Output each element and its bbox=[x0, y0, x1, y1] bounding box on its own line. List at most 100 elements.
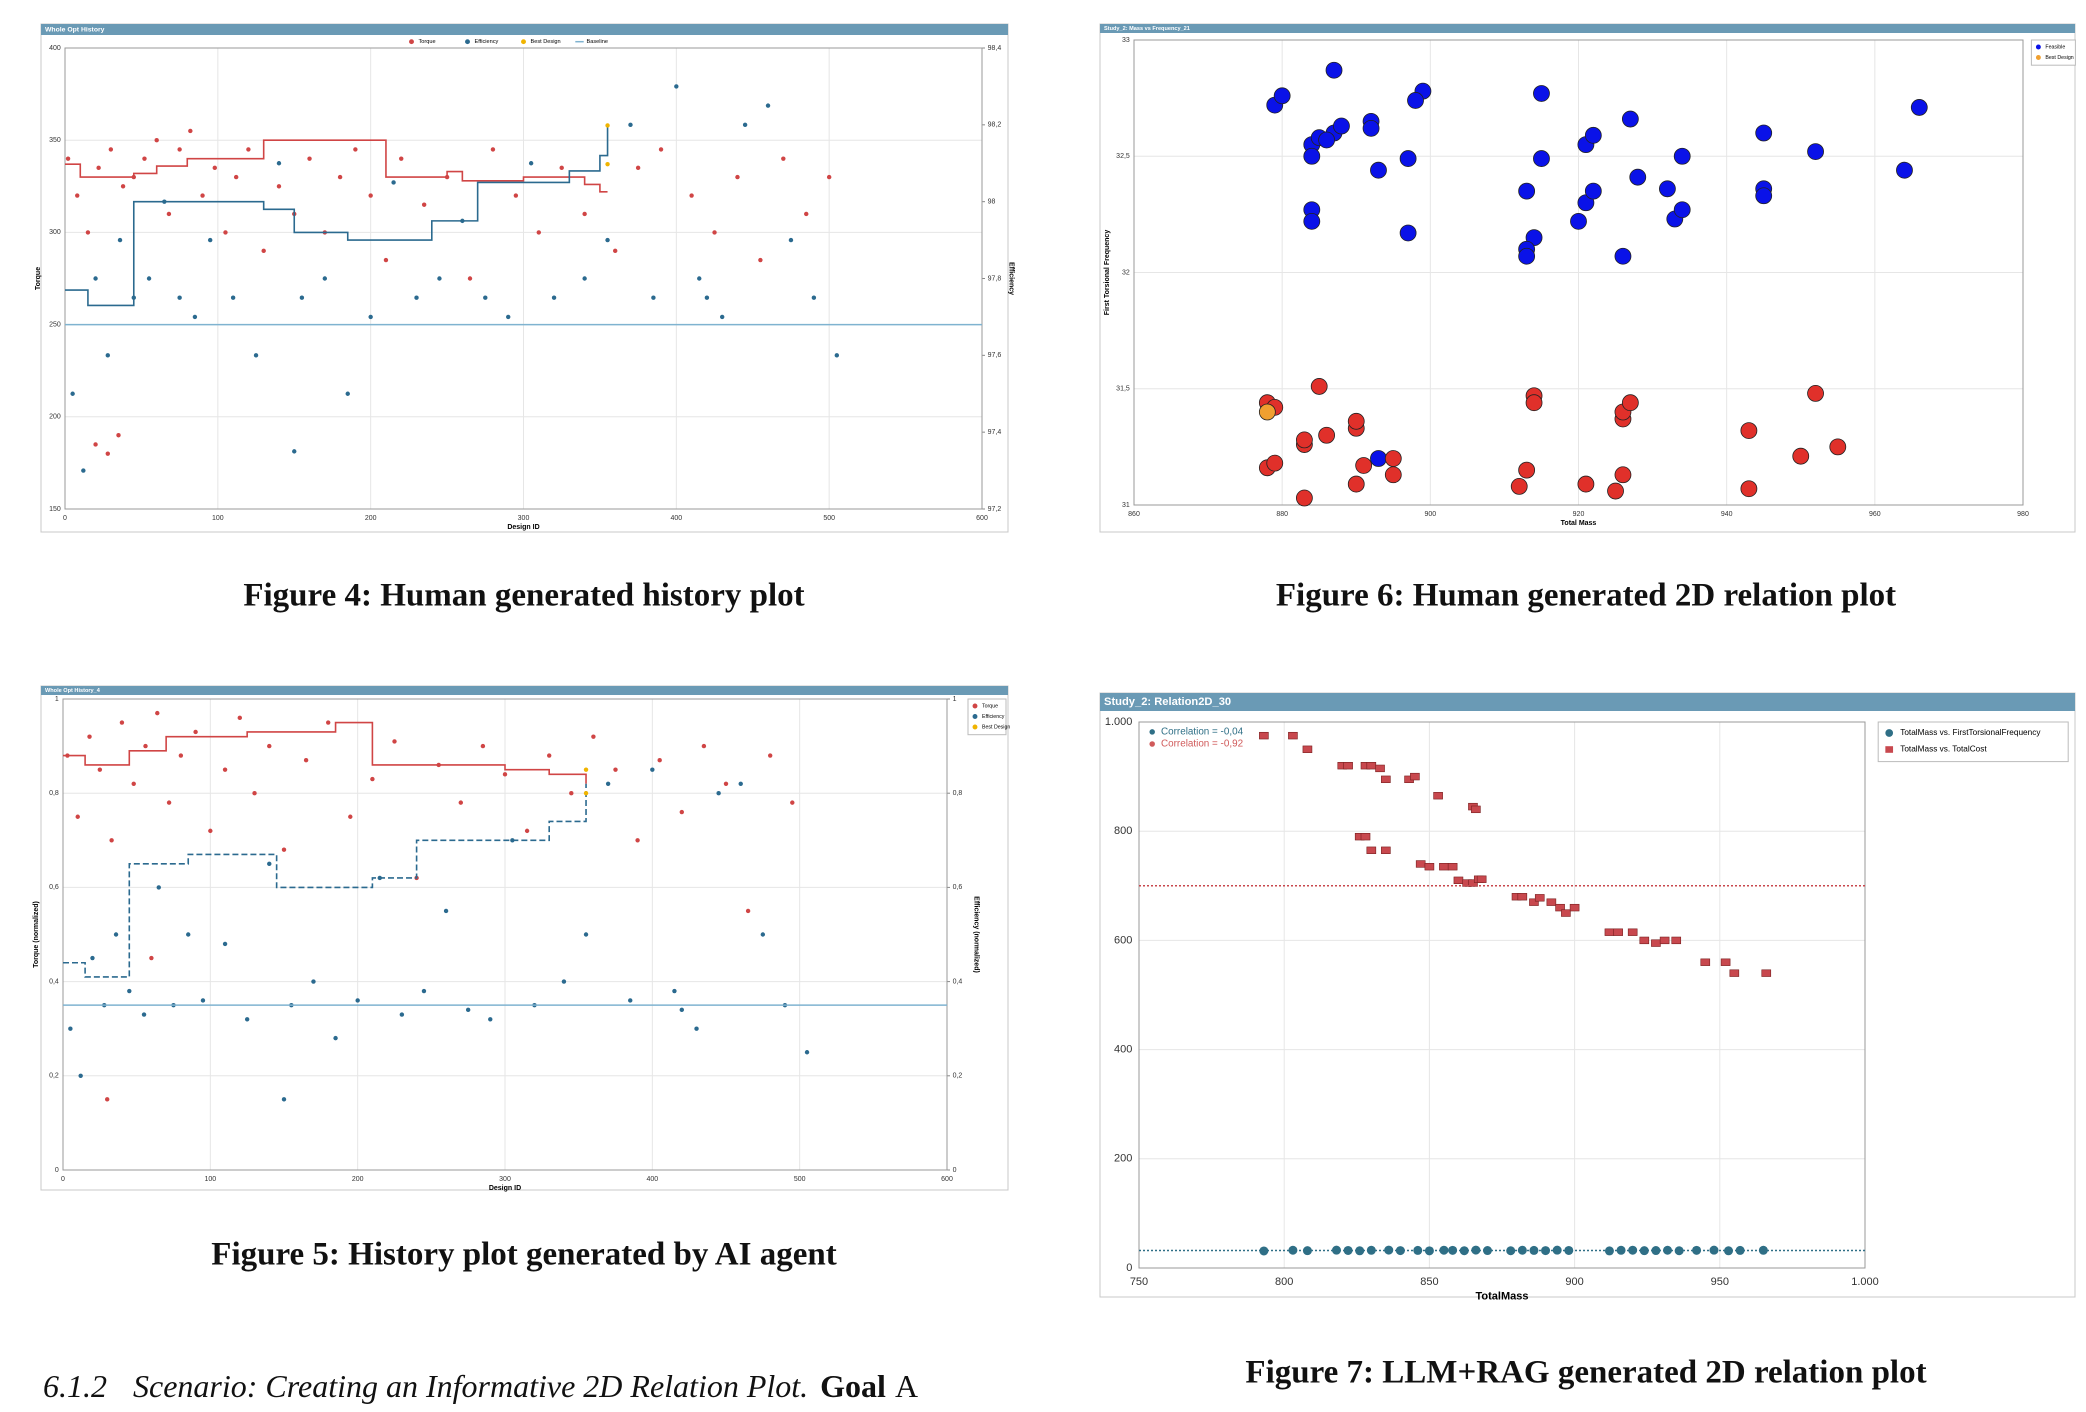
body-text: A bbox=[895, 1368, 918, 1404]
y-axis-label: Torque (normalized) bbox=[33, 901, 40, 968]
data-point bbox=[524, 828, 530, 834]
data-point bbox=[1384, 450, 1402, 467]
data-point bbox=[1366, 846, 1377, 854]
data-point bbox=[679, 1007, 684, 1013]
panel bbox=[1099, 692, 2076, 1298]
data-point bbox=[458, 800, 463, 805]
figure-caption: Figure 7: LLM+RAG generated 2D relation … bbox=[1245, 1355, 1926, 1391]
data-point bbox=[149, 955, 154, 961]
legend-label: TotalMass vs. FirstTorsionalFrequency bbox=[1900, 728, 2041, 737]
plot-frame bbox=[64, 47, 983, 510]
data-point bbox=[1552, 1245, 1562, 1255]
data-point bbox=[276, 161, 282, 166]
data-point bbox=[166, 800, 172, 805]
y2-tick-label: 0,2 bbox=[953, 1073, 963, 1080]
data-point bbox=[826, 174, 832, 180]
x-tick-label: 950 bbox=[1711, 1276, 1729, 1288]
data-point bbox=[591, 734, 596, 739]
data-point bbox=[1627, 928, 1638, 936]
data-point bbox=[658, 147, 664, 152]
data-point bbox=[1433, 792, 1443, 800]
data-point bbox=[738, 781, 743, 786]
data-point bbox=[1541, 1246, 1551, 1256]
data-point bbox=[1525, 394, 1543, 412]
data-point bbox=[651, 295, 656, 300]
data-point bbox=[1288, 731, 1298, 740]
legend-box bbox=[1877, 721, 2069, 763]
data-point bbox=[689, 193, 694, 198]
best-step-line bbox=[65, 124, 609, 307]
data-point bbox=[1295, 431, 1313, 449]
x-tick-label: 900 bbox=[1565, 1276, 1583, 1288]
data-point bbox=[679, 809, 684, 815]
data-point bbox=[561, 979, 567, 984]
x-tick-label: 200 bbox=[365, 515, 377, 522]
data-point bbox=[1453, 876, 1464, 885]
data-point bbox=[299, 295, 305, 300]
data-point bbox=[528, 161, 534, 166]
data-point bbox=[650, 767, 655, 772]
y2-tick-label: 97,4 bbox=[988, 429, 1002, 436]
legend-label: Best Design bbox=[531, 39, 561, 45]
data-point bbox=[1651, 939, 1661, 947]
data-point bbox=[1614, 247, 1632, 265]
data-point bbox=[1616, 1245, 1626, 1255]
y-axis-label: Torque bbox=[35, 267, 42, 290]
legend-label: Efficiency bbox=[475, 39, 499, 45]
data-point bbox=[605, 237, 610, 243]
data-point bbox=[244, 1017, 250, 1022]
data-point bbox=[790, 800, 795, 805]
data-point bbox=[70, 391, 75, 396]
y-tick-label: 32,5 bbox=[1116, 153, 1130, 160]
data-point bbox=[1659, 180, 1676, 198]
y-tick-label: 1.000 bbox=[1105, 716, 1133, 728]
legend-swatch bbox=[2035, 44, 2041, 50]
data-point bbox=[1370, 161, 1387, 179]
y-tick-label: 0,8 bbox=[49, 790, 59, 797]
data-point bbox=[1755, 187, 1773, 205]
panel-title: Study_2: Relation2D_30 bbox=[1104, 696, 1231, 708]
y-tick-label: 32 bbox=[1122, 269, 1130, 276]
y-tick-label: 31,5 bbox=[1116, 386, 1130, 393]
data-point bbox=[1273, 87, 1291, 105]
data-point bbox=[1471, 805, 1481, 814]
x-tick-label: 900 bbox=[1424, 511, 1436, 518]
legend-swatch bbox=[972, 724, 978, 730]
data-point bbox=[166, 211, 172, 217]
data-point bbox=[834, 353, 840, 358]
x-tick-label: 800 bbox=[1275, 1276, 1293, 1288]
data-point bbox=[1755, 124, 1773, 142]
data-point bbox=[414, 295, 419, 300]
lead-word: Goal bbox=[820, 1368, 886, 1404]
data-point bbox=[1613, 928, 1623, 936]
y2-tick-label: 0,6 bbox=[953, 884, 963, 891]
data-point bbox=[758, 257, 763, 263]
data-point bbox=[488, 1017, 493, 1022]
data-point bbox=[322, 276, 328, 281]
data-point bbox=[253, 353, 259, 358]
legend-label: Baseline bbox=[587, 39, 608, 45]
data-point bbox=[421, 202, 427, 207]
data-point bbox=[1381, 775, 1391, 784]
y2-tick-label: 1 bbox=[953, 696, 957, 703]
data-point bbox=[311, 979, 316, 984]
data-point bbox=[1569, 903, 1580, 912]
data-point bbox=[193, 729, 198, 735]
data-point bbox=[1510, 477, 1528, 495]
legend-swatch bbox=[972, 703, 978, 709]
x-tick-label: 400 bbox=[670, 515, 682, 522]
annotation: Correlation = -0,92 bbox=[1161, 739, 1243, 750]
y-tick-label: 600 bbox=[1114, 934, 1132, 946]
data-point bbox=[1529, 1245, 1539, 1255]
data-point bbox=[93, 276, 98, 281]
data-point bbox=[146, 276, 152, 281]
data-point bbox=[337, 174, 343, 180]
data-point bbox=[127, 988, 132, 994]
data-point bbox=[1362, 119, 1380, 137]
y2-axis-label: Efficiency bbox=[1008, 262, 1015, 295]
x-tick-label: 600 bbox=[976, 515, 988, 522]
data-point bbox=[348, 814, 353, 819]
data-point bbox=[582, 276, 587, 281]
data-point bbox=[186, 932, 191, 937]
panel-title: Whole Opt History_4 bbox=[45, 688, 101, 694]
